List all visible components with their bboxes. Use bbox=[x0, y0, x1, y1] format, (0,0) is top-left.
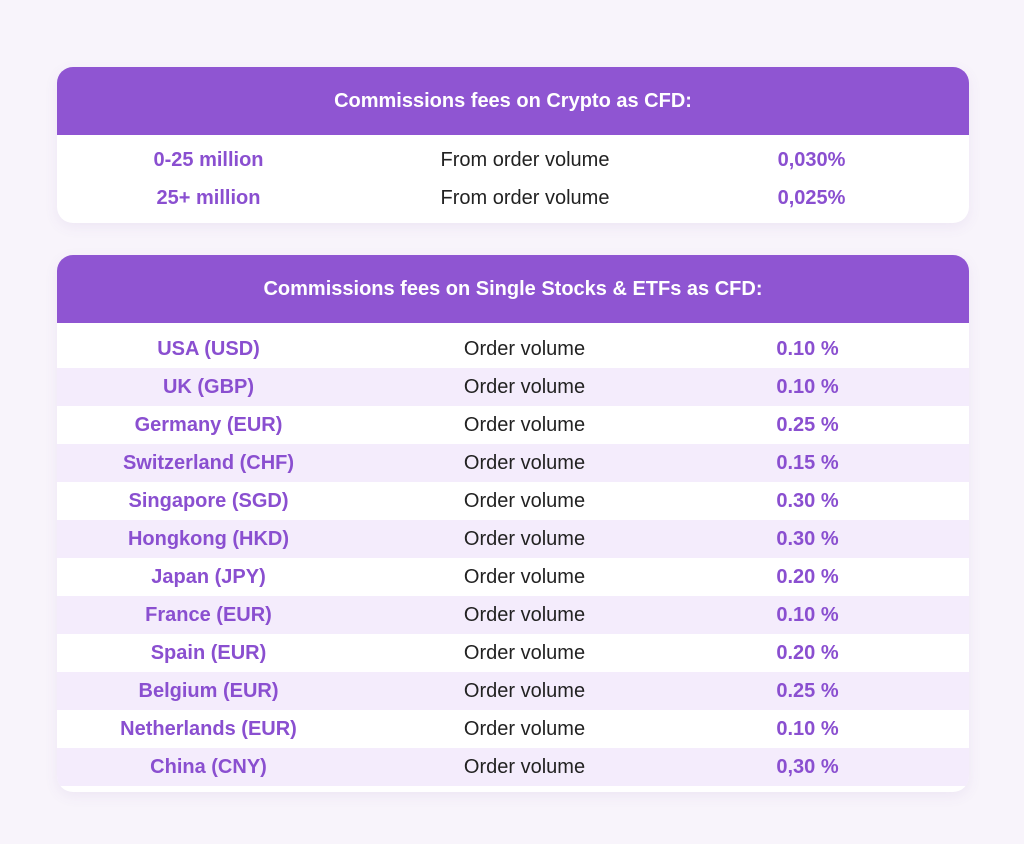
basis-cell: From order volume bbox=[440, 148, 610, 171]
fee-cell: 0.10 % bbox=[776, 717, 839, 740]
market-cell: USA (USD) bbox=[157, 337, 260, 360]
table-row: UK (GBP) Order volume 0.10 % bbox=[57, 368, 969, 406]
fee-cell: 0.10 % bbox=[776, 603, 839, 626]
market-cell: Hongkong (HKD) bbox=[127, 527, 290, 550]
fee-cell: 0.20 % bbox=[776, 565, 839, 588]
market-cell: Spain (EUR) bbox=[150, 641, 267, 664]
market-cell: Switzerland (CHF) bbox=[122, 451, 295, 474]
table-row: 0-25 million From order volume 0,030% bbox=[57, 141, 969, 179]
basis-cell: Order volume bbox=[463, 489, 586, 512]
fee-cell: 0,030% bbox=[777, 148, 846, 171]
table-row: Japan (JPY) Order volume 0.20 % bbox=[57, 558, 969, 596]
market-cell: Singapore (SGD) bbox=[128, 489, 289, 512]
basis-cell: Order volume bbox=[463, 603, 586, 626]
basis-cell: Order volume bbox=[463, 451, 586, 474]
table-row: Spain (EUR) Order volume 0.20 % bbox=[57, 634, 969, 672]
tier-cell: 25+ million bbox=[156, 186, 261, 209]
basis-cell: Order volume bbox=[463, 679, 586, 702]
basis-cell: Order volume bbox=[463, 755, 586, 778]
crypto-fees-table: Commissions fees on Crypto as CFD: 0-25 … bbox=[57, 67, 969, 223]
basis-cell: Order volume bbox=[463, 641, 586, 664]
fee-cell: 0.10 % bbox=[776, 337, 839, 360]
table-row: China (CNY) Order volume 0,30 % bbox=[57, 748, 969, 786]
fee-cell: 0,025% bbox=[777, 186, 846, 209]
basis-cell: Order volume bbox=[463, 375, 586, 398]
fee-cell: 0.30 % bbox=[776, 527, 839, 550]
basis-cell: Order volume bbox=[463, 565, 586, 588]
basis-cell: Order volume bbox=[463, 337, 586, 360]
table-row: USA (USD) Order volume 0.10 % bbox=[57, 330, 969, 368]
market-cell: France (EUR) bbox=[145, 603, 272, 626]
fee-cell: 0,30 % bbox=[776, 755, 839, 778]
market-cell: Germany (EUR) bbox=[134, 413, 283, 436]
basis-cell: From order volume bbox=[440, 186, 610, 209]
stocks-fees-rows: USA (USD) Order volume 0.10 % UK (GBP) Orde… bbox=[57, 323, 969, 786]
market-cell: Netherlands (EUR) bbox=[120, 717, 297, 740]
table-row: Hongkong (HKD) Order volume 0.30 % bbox=[57, 520, 969, 558]
basis-cell: Order volume bbox=[463, 413, 586, 436]
fee-cell: 0.30 % bbox=[776, 489, 839, 512]
fee-cell: 0.20 % bbox=[776, 641, 839, 664]
market-cell: Belgium (EUR) bbox=[138, 679, 279, 702]
table-row: France (EUR) Order volume 0.10 % bbox=[57, 596, 969, 634]
table-row: 25+ million From order volume 0,025% bbox=[57, 179, 969, 217]
tier-cell: 0-25 million bbox=[153, 148, 264, 171]
market-cell: China (CNY) bbox=[150, 755, 267, 778]
fee-cell: 0.25 % bbox=[776, 413, 839, 436]
market-cell: Japan (JPY) bbox=[151, 565, 266, 588]
crypto-fees-title: Commissions fees on Crypto as CFD: bbox=[57, 67, 969, 135]
stocks-fees-title: Commissions fees on Single Stocks & ETFs… bbox=[57, 255, 969, 323]
crypto-fees-rows: 0-25 million From order volume 0,030% 25… bbox=[57, 135, 969, 217]
fee-cell: 0.15 % bbox=[776, 451, 839, 474]
table-row: Netherlands (EUR) Order volume 0.10 % bbox=[57, 710, 969, 748]
market-cell: UK (GBP) bbox=[162, 375, 255, 398]
basis-cell: Order volume bbox=[463, 527, 586, 550]
table-row: Belgium (EUR) Order volume 0.25 % bbox=[57, 672, 969, 710]
basis-cell: Order volume bbox=[463, 717, 586, 740]
table-row: Singapore (SGD) Order volume 0.30 % bbox=[57, 482, 969, 520]
table-row: Germany (EUR) Order volume 0.25 % bbox=[57, 406, 969, 444]
fee-cell: 0.10 % bbox=[776, 375, 839, 398]
fee-cell: 0.25 % bbox=[776, 679, 839, 702]
table-row: Switzerland (CHF) Order volume 0.15 % bbox=[57, 444, 969, 482]
stocks-fees-table: Commissions fees on Single Stocks & ETFs… bbox=[57, 255, 969, 792]
